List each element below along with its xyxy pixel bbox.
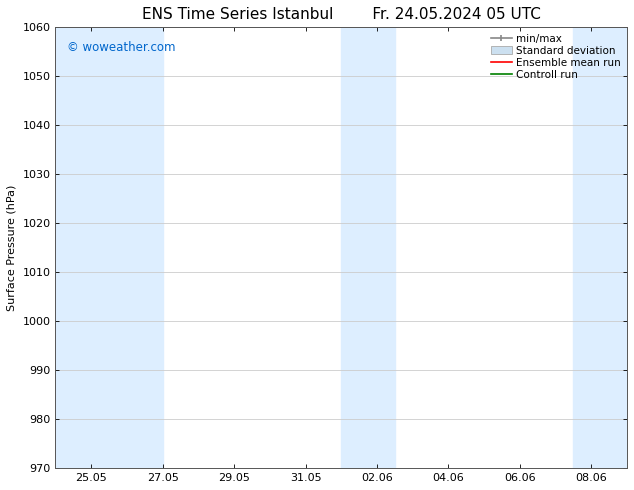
Bar bbox=[127, 27, 163, 468]
Bar bbox=[341, 27, 395, 468]
Title: ENS Time Series Istanbul        Fr. 24.05.2024 05 UTC: ENS Time Series Istanbul Fr. 24.05.2024 … bbox=[142, 7, 541, 22]
Y-axis label: Surface Pressure (hPa): Surface Pressure (hPa) bbox=[7, 185, 17, 311]
Bar bbox=[56, 27, 127, 468]
Legend: min/max, Standard deviation, Ensemble mean run, Controll run: min/max, Standard deviation, Ensemble me… bbox=[487, 29, 625, 84]
Text: © woweather.com: © woweather.com bbox=[67, 41, 176, 53]
Bar bbox=[574, 27, 627, 468]
